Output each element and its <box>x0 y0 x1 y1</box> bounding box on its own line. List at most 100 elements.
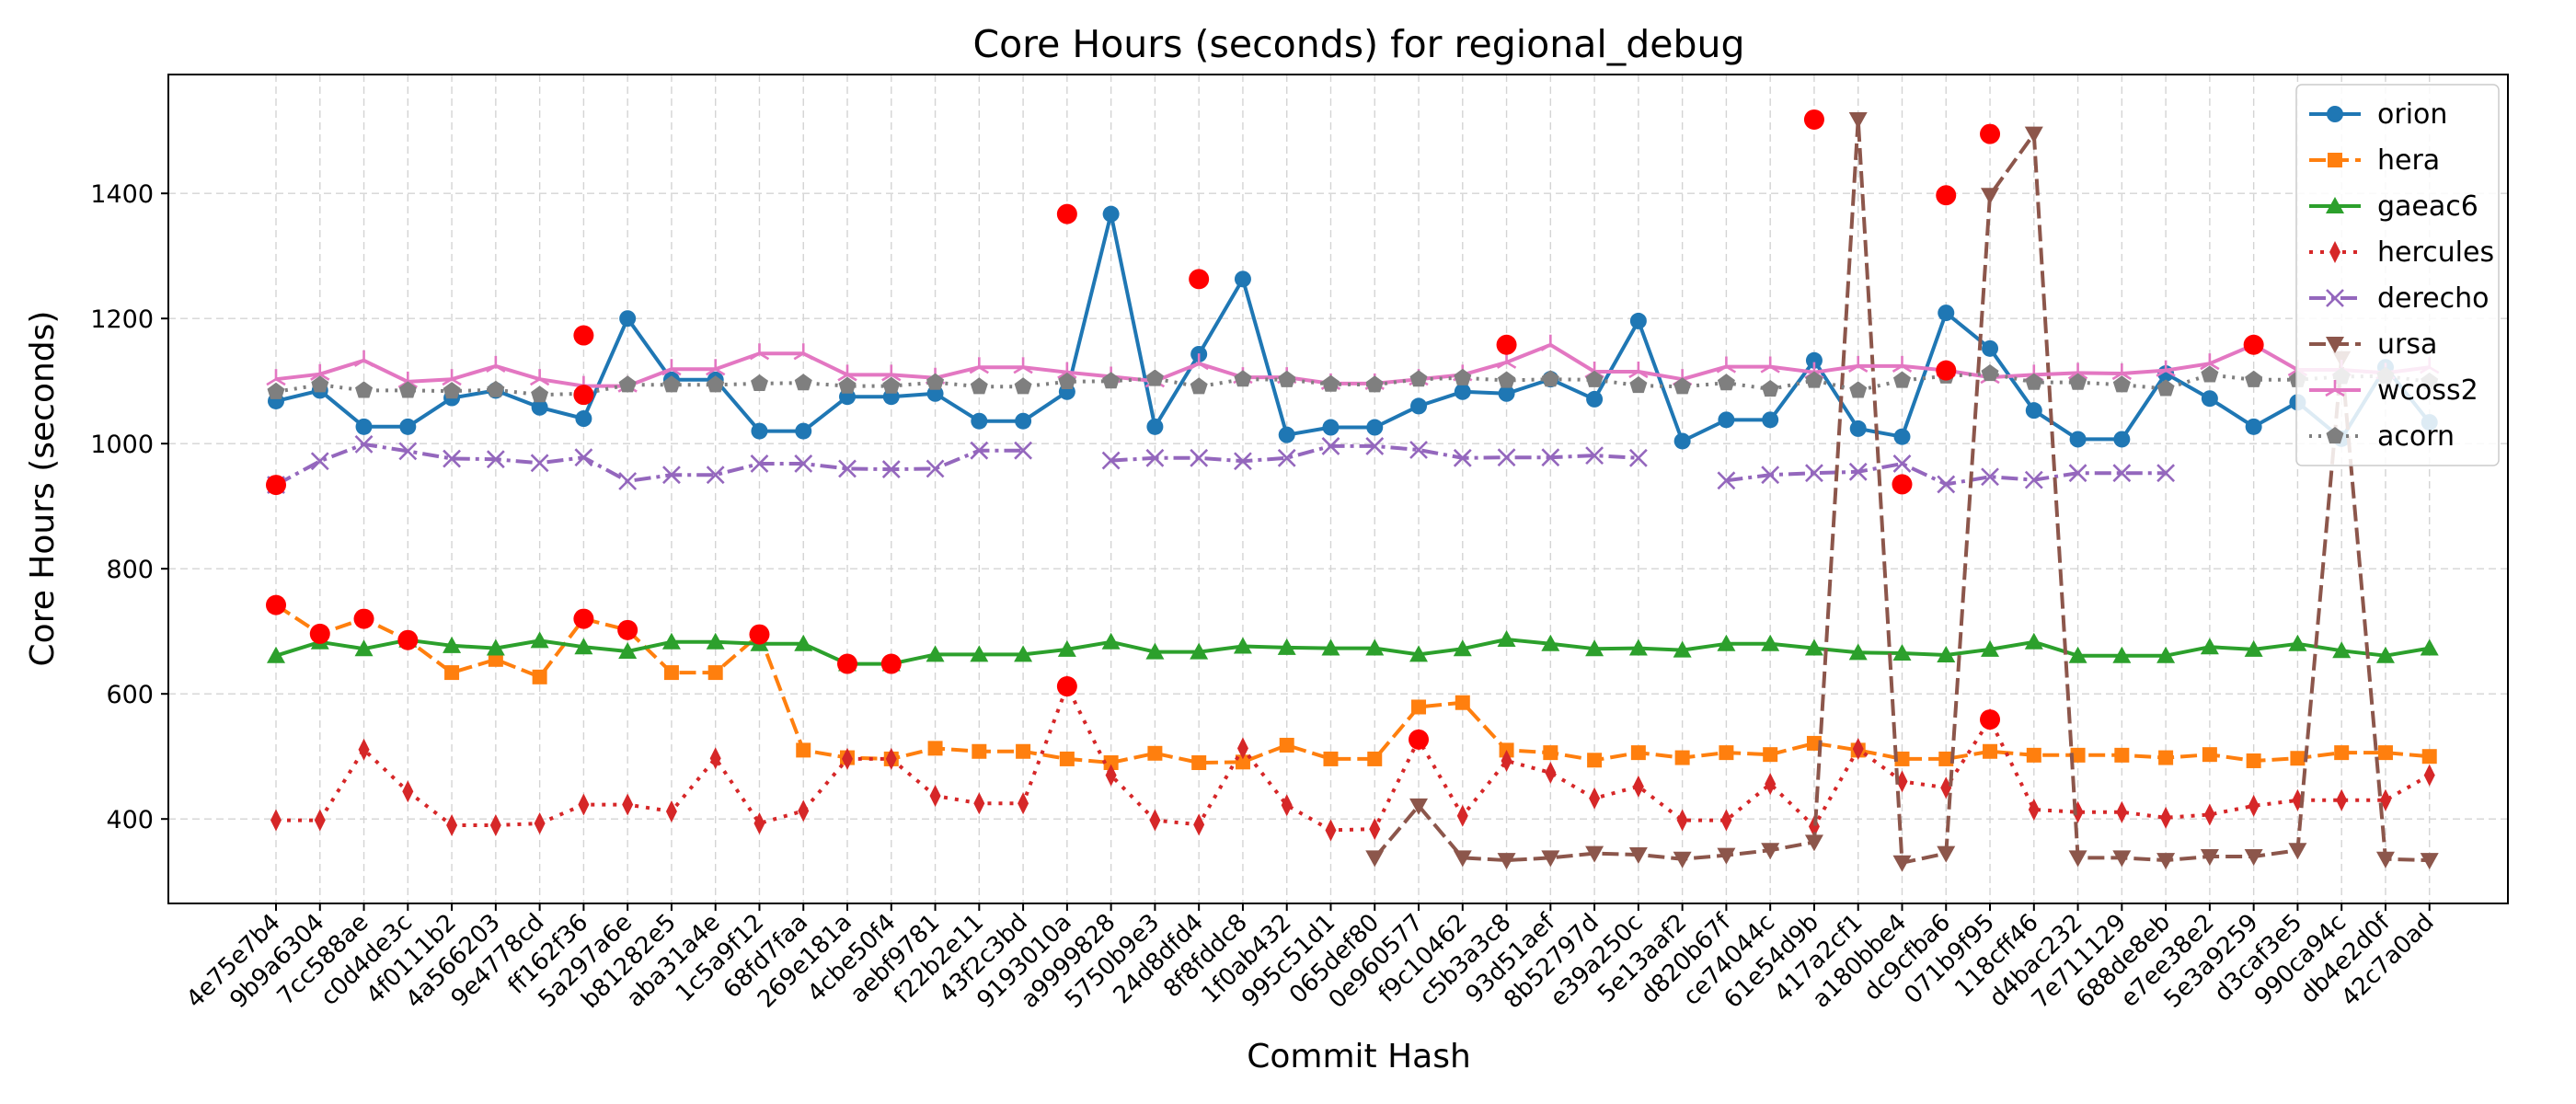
outlier-marker <box>266 594 286 615</box>
data-point-gaeac6 <box>1190 642 1209 660</box>
series-line-orion <box>275 212 2432 443</box>
data-point-derecho <box>1145 448 1165 467</box>
data-point-acorn <box>1409 370 1428 387</box>
data-point-acorn <box>662 375 681 393</box>
data-point-wcoss2 <box>353 350 374 367</box>
outlier-marker <box>266 475 286 496</box>
data-point-orion <box>1454 383 1471 400</box>
data-point-acorn <box>751 374 768 391</box>
data-point-hercules <box>1765 773 1777 796</box>
data-point-ursa <box>1981 188 2000 205</box>
data-point-hera <box>1367 751 1383 766</box>
data-point-wcoss2 <box>1892 355 1913 373</box>
data-point-hera <box>2421 749 2437 765</box>
outlier-marker <box>573 385 594 406</box>
data-point-acorn <box>311 375 329 393</box>
data-point-gaeac6 <box>2200 638 2219 655</box>
data-point-hera <box>532 669 547 684</box>
outlier-marker <box>837 653 858 674</box>
chart-title: Core Hours (seconds) for regional_debug <box>972 22 1744 66</box>
data-point-hercules <box>1325 819 1337 842</box>
data-point-hercules <box>1236 737 1248 760</box>
data-point-gaeac6 <box>2332 641 2352 659</box>
data-point-orion <box>1586 390 1604 408</box>
legend-item-derecho: derecho <box>2309 282 2490 315</box>
data-point-acorn <box>1673 377 1692 395</box>
data-point-acorn <box>443 382 461 399</box>
data-point-gaeac6 <box>2244 639 2263 657</box>
legend-item-hercules: hercules <box>2309 236 2494 269</box>
data-point-gaeac6 <box>1761 634 1780 651</box>
data-point-wcoss2 <box>969 357 989 374</box>
data-point-acorn <box>2245 370 2263 387</box>
data-point-gaeac6 <box>1014 645 1033 662</box>
data-point-ursa <box>1892 855 1912 872</box>
data-point-hera <box>2377 745 2393 761</box>
data-point-hercules <box>2203 803 2215 826</box>
data-point-wcoss2 <box>749 343 770 361</box>
data-point-orion <box>1982 339 1999 357</box>
data-point-orion <box>1673 432 1691 450</box>
data-point-ursa <box>1453 850 1472 868</box>
legend-item-gaeac6: gaeac6 <box>2309 190 2478 223</box>
data-point-acorn <box>531 385 549 403</box>
data-point-acorn <box>1585 370 1604 387</box>
data-point-ursa <box>2068 850 2087 868</box>
data-point-gaeac6 <box>970 645 989 662</box>
data-point-orion <box>971 412 988 430</box>
data-point-acorn <box>2069 373 2087 390</box>
series-line-hercules <box>276 684 2431 833</box>
data-point-acorn <box>1234 370 1252 387</box>
data-point-hera <box>488 651 503 667</box>
data-point-hercules <box>1193 813 1205 836</box>
data-point-gaeac6 <box>2112 646 2132 663</box>
data-point-hercules <box>2028 799 2040 821</box>
data-point-hera <box>1894 751 1910 766</box>
data-point-orion <box>795 422 812 440</box>
y-tick-label: 400 <box>106 806 154 834</box>
data-point-acorn <box>2112 375 2131 393</box>
data-point-acorn <box>707 375 725 393</box>
data-point-derecho <box>1190 448 1209 467</box>
legend-marker <box>2326 427 2344 444</box>
data-point-wcoss2 <box>266 369 286 386</box>
y-axis-title: Core Hours (seconds) <box>24 311 62 667</box>
data-point-orion <box>1410 397 1428 415</box>
legend-item-acorn: acorn <box>2309 420 2455 453</box>
data-point-hercules <box>314 809 326 832</box>
data-point-hercules <box>1720 809 1732 832</box>
data-point-gaeac6 <box>661 632 681 650</box>
data-point-gaeac6 <box>443 636 462 653</box>
outlier-marker <box>1936 185 1957 206</box>
data-point-acorn <box>2156 379 2175 397</box>
data-point-derecho <box>1585 446 1604 466</box>
data-point-derecho <box>1848 462 1868 481</box>
data-point-derecho <box>1365 437 1385 455</box>
outlier-marker <box>1980 709 2001 730</box>
data-point-gaeac6 <box>2420 638 2439 656</box>
outlier-marker <box>1056 676 1077 697</box>
legend-marker <box>2326 197 2344 213</box>
outlier-marker <box>573 325 594 346</box>
legend-label: hercules <box>2377 236 2494 269</box>
data-point-orion <box>1718 411 1735 429</box>
data-point-derecho <box>2156 464 2176 483</box>
data-point-hercules <box>446 814 458 836</box>
data-point-orion <box>1849 420 1867 437</box>
data-point-hercules <box>578 793 590 816</box>
data-point-derecho <box>926 459 945 478</box>
data-point-acorn <box>970 377 988 395</box>
data-point-orion <box>1234 270 1251 288</box>
data-point-gaeac6 <box>2156 646 2176 663</box>
data-point-acorn <box>1717 374 1735 391</box>
data-point-gaeac6 <box>1585 639 1604 657</box>
data-point-acorn <box>1761 380 1779 397</box>
data-point-hercules <box>622 793 634 816</box>
data-point-hera <box>1719 745 1734 761</box>
y-tick-label: 1200 <box>90 305 154 334</box>
data-point-gaeac6 <box>1409 645 1429 662</box>
data-point-hera <box>1279 737 1294 753</box>
data-point-acorn <box>882 376 901 394</box>
data-point-orion <box>1893 428 1911 445</box>
